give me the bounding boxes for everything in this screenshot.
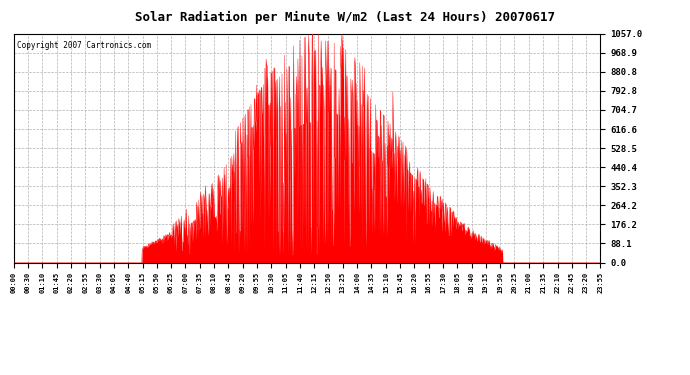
Text: Solar Radiation per Minute W/m2 (Last 24 Hours) 20070617: Solar Radiation per Minute W/m2 (Last 24… [135, 11, 555, 24]
Text: Copyright 2007 Cartronics.com: Copyright 2007 Cartronics.com [17, 40, 151, 50]
